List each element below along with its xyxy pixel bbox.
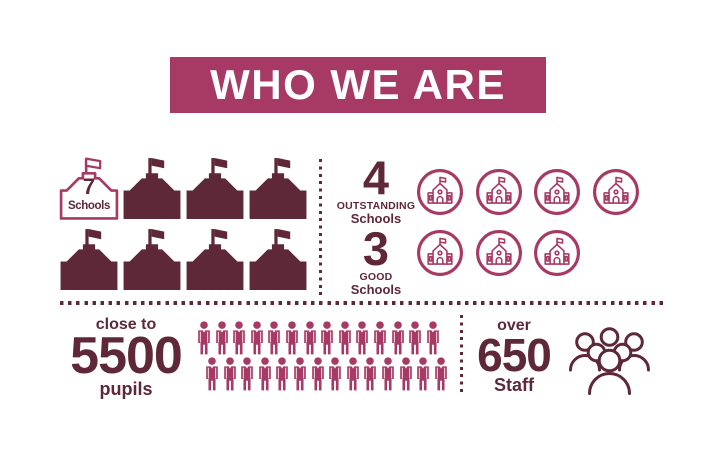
school-circle-icon bbox=[475, 169, 522, 215]
person-icon bbox=[215, 321, 228, 355]
vertical-dotted-divider-bottom bbox=[460, 315, 463, 392]
school-outline-icon bbox=[59, 157, 119, 220]
school-circle-icon bbox=[417, 169, 463, 215]
schools-count-label: Schools bbox=[68, 200, 110, 212]
person-icon bbox=[356, 321, 369, 355]
schools-count: 7 bbox=[82, 174, 96, 199]
school-circle-icon bbox=[534, 169, 580, 215]
person-icon bbox=[311, 357, 324, 391]
person-icon bbox=[268, 321, 281, 355]
person-icon bbox=[321, 321, 333, 355]
person-icon bbox=[276, 357, 289, 391]
person-icon bbox=[303, 321, 316, 355]
person-icon bbox=[329, 357, 341, 391]
school-solid-icon bbox=[60, 229, 118, 290]
schools-count-badge: 7 Schools bbox=[59, 155, 119, 220]
schools-pictogram: 7 Schools bbox=[59, 155, 315, 291]
page-title: WHO WE ARE bbox=[210, 61, 506, 108]
outstanding-unit-label: Schools bbox=[350, 211, 402, 226]
school-solid-icon bbox=[186, 229, 244, 290]
outstanding-category-label: OUTSTANDING bbox=[336, 200, 416, 212]
person-icon bbox=[409, 321, 421, 355]
staff-qualifier: over bbox=[497, 317, 531, 334]
pupils-label: pupils bbox=[99, 379, 153, 399]
person-icon bbox=[233, 321, 245, 355]
good-schools-icons bbox=[416, 229, 581, 277]
school-solid-icon bbox=[249, 158, 307, 219]
school-circle-icon bbox=[534, 230, 580, 276]
person-icon bbox=[250, 321, 263, 355]
good-count: 3 bbox=[362, 222, 390, 275]
good-schools-stat: 3 GOOD Schools bbox=[330, 222, 422, 297]
horizontal-dotted-divider bbox=[60, 301, 666, 305]
pupils-pictogram-row-1 bbox=[196, 321, 441, 355]
pupils-count: 5500 bbox=[70, 327, 183, 385]
person-icon bbox=[374, 321, 386, 355]
people-group-icon bbox=[569, 327, 650, 395]
person-icon bbox=[338, 321, 351, 355]
school-solid-icon bbox=[123, 158, 181, 219]
pupils-qualifier: close to bbox=[95, 316, 157, 333]
staff-label: Staff bbox=[494, 375, 534, 395]
outstanding-schools-icons bbox=[416, 168, 640, 216]
school-solid-icon bbox=[123, 229, 181, 290]
person-icon bbox=[198, 321, 210, 355]
outstanding-count: 4 bbox=[362, 151, 390, 204]
school-solid-icon bbox=[249, 229, 307, 290]
staff-stat: over 650 Staff bbox=[468, 317, 560, 395]
outstanding-schools-stat: 4 OUTSTANDING Schools bbox=[330, 151, 422, 226]
page-title-banner: WHO WE ARE bbox=[170, 57, 546, 113]
person-icon bbox=[391, 321, 404, 355]
person-icon bbox=[346, 357, 359, 391]
school-circle-icon bbox=[417, 230, 463, 276]
good-unit-label: Schools bbox=[350, 282, 402, 297]
school-solid-icon bbox=[186, 158, 244, 219]
school-circle-icon bbox=[592, 169, 639, 215]
person-icon bbox=[294, 357, 306, 391]
person-icon bbox=[241, 357, 253, 391]
pupils-pictogram-row-2 bbox=[204, 357, 449, 391]
school-circle-icon bbox=[475, 230, 522, 276]
person-icon bbox=[426, 321, 439, 355]
person-icon bbox=[382, 357, 394, 391]
person-icon bbox=[286, 321, 298, 355]
person-icon bbox=[399, 357, 412, 391]
vertical-dotted-divider-top bbox=[319, 159, 322, 296]
pupils-stat: close to 5500 pupils bbox=[58, 316, 194, 399]
person-icon bbox=[258, 357, 271, 391]
staff-count: 650 bbox=[477, 329, 552, 381]
person-icon bbox=[223, 357, 236, 391]
person-icon bbox=[364, 357, 377, 391]
good-category-label: GOOD bbox=[359, 271, 393, 283]
person-icon bbox=[434, 357, 447, 391]
person-icon bbox=[417, 357, 429, 391]
person-icon bbox=[206, 357, 218, 391]
